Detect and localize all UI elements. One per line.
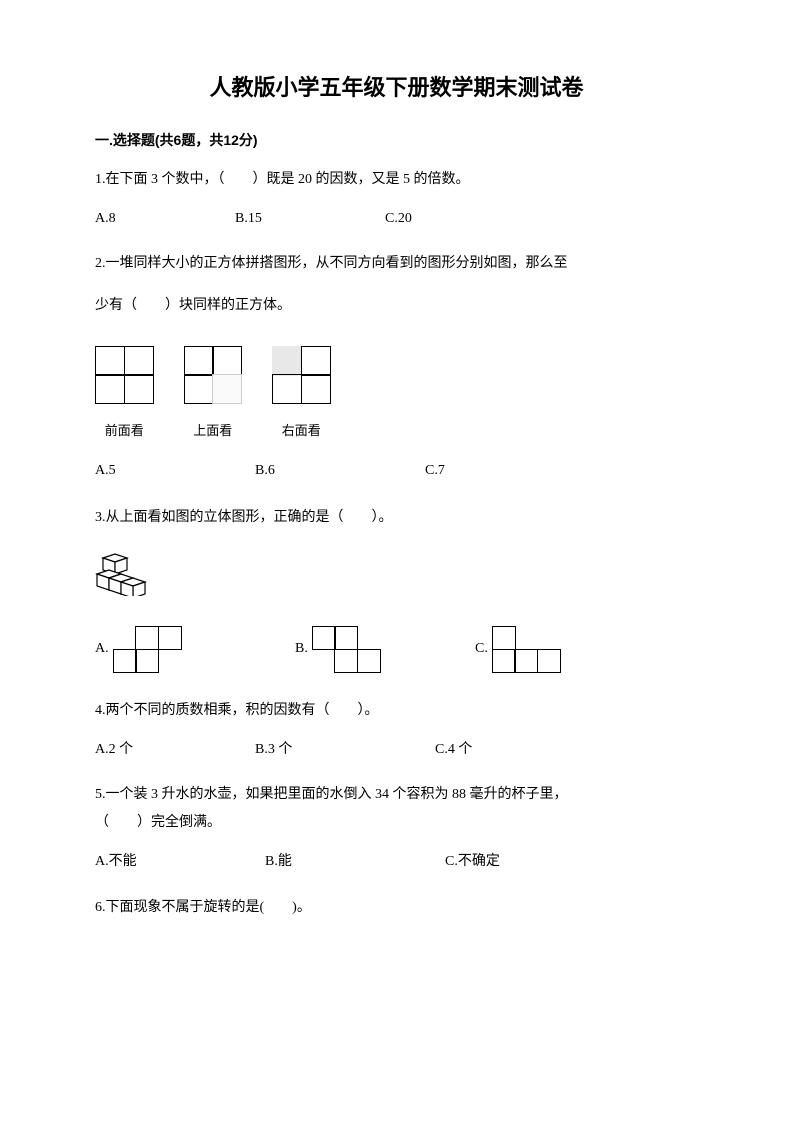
question-1: 1.在下面 3 个数中，（ ）既是 20 的因数，又是 5 的倍数。: [95, 166, 698, 194]
q3-options: A. B. C.: [95, 626, 698, 673]
question-6: 6.下面现象不属于旋转的是( )。: [95, 894, 698, 922]
q2-option-a: A.5: [95, 460, 255, 482]
question-5b: （ ）完全倒满。: [95, 809, 698, 837]
section-header: 一.选择题(共6题，共12分): [95, 129, 698, 151]
q2-options: A.5 B.6 C.7: [95, 460, 698, 482]
view-front-label: 前面看: [95, 421, 154, 442]
q3-c-label: C.: [475, 638, 488, 660]
question-2a: 2.一堆同样大小的正方体拼搭图形，从不同方向看到的图形分别如图，那么至: [95, 250, 698, 278]
q3-option-a: A.: [95, 626, 295, 673]
q3-b-label: B.: [295, 638, 308, 660]
q4-option-a: A.2 个: [95, 739, 255, 761]
q1-option-a: A.8: [95, 208, 235, 230]
view-right: 右面看: [272, 346, 331, 442]
q2-views: 前面看 上面看 右面看: [95, 346, 698, 442]
q4-option-b: B.3 个: [255, 739, 435, 761]
view-top-label: 上面看: [184, 421, 243, 442]
page-title: 人教版小学五年级下册数学期末测试卷: [95, 70, 698, 105]
question-2b: 少有（ ）块同样的正方体。: [95, 292, 698, 320]
q2-option-c: C.7: [425, 460, 565, 482]
view-right-label: 右面看: [272, 421, 331, 442]
question-4: 4.两个不同的质数相乘，积的因数有（ ）。: [95, 697, 698, 725]
q3-option-c: C.: [475, 626, 561, 673]
question-3: 3.从上面看如图的立体图形，正确的是（ ）。: [95, 504, 698, 532]
q2-option-b: B.6: [255, 460, 425, 482]
question-5a: 5.一个装 3 升水的水壶，如果把里面的水倒入 34 个容积为 88 毫升的杯子…: [95, 781, 698, 809]
q5-option-a: A.不能: [95, 851, 265, 873]
q3-a-label: A.: [95, 638, 109, 660]
q1-option-b: B.15: [235, 208, 385, 230]
q5-option-c: C.不确定: [445, 851, 500, 873]
q1-options: A.8 B.15 C.20: [95, 208, 698, 230]
view-top: 上面看: [184, 346, 243, 442]
q3-cube-figure: [95, 546, 698, 604]
view-front: 前面看: [95, 346, 154, 442]
q1-option-c: C.20: [385, 208, 525, 230]
q4-option-c: C.4 个: [435, 739, 472, 761]
q3-option-b: B.: [295, 626, 475, 673]
q5-option-b: B.能: [265, 851, 445, 873]
q4-options: A.2 个 B.3 个 C.4 个: [95, 739, 698, 761]
q5-options: A.不能 B.能 C.不确定: [95, 851, 698, 873]
